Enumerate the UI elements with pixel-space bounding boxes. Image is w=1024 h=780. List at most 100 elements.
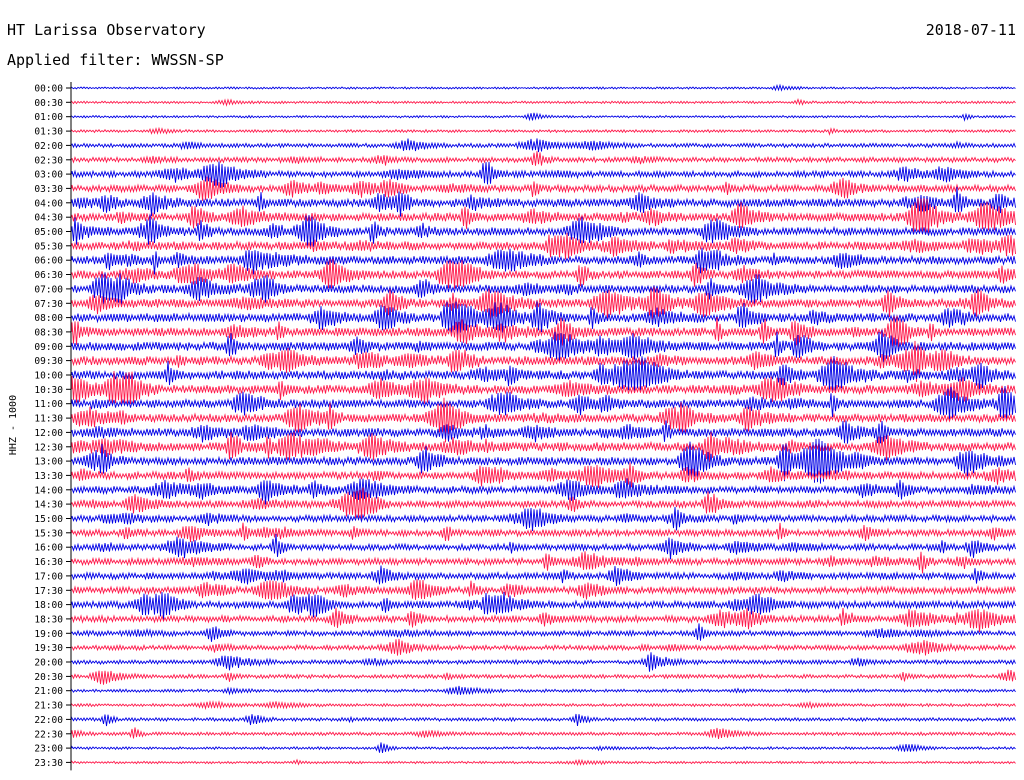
trace-0030 xyxy=(71,97,1016,107)
time-label-1230: 12:30 xyxy=(34,442,63,453)
trace-group xyxy=(71,83,1016,766)
time-label-2300: 23:00 xyxy=(34,744,63,755)
time-label-group: 00:00 00:30 01:00 01:30 02:00 02:30 03:00 03:30… xyxy=(34,84,63,769)
trace-0900 xyxy=(71,329,1016,363)
trace-1330 xyxy=(71,462,1016,488)
time-label-1300: 13:00 xyxy=(34,457,63,468)
time-label-0600: 06:00 xyxy=(34,256,63,267)
time-label-0030: 00:30 xyxy=(34,98,63,109)
time-label-0700: 07:00 xyxy=(34,284,63,295)
time-label-1100: 11:00 xyxy=(34,399,63,410)
time-label-2000: 20:00 xyxy=(34,658,63,669)
trace-2230 xyxy=(71,727,1016,739)
trace-0100 xyxy=(71,112,1016,122)
trace-0230 xyxy=(71,151,1016,166)
time-label-0330: 03:30 xyxy=(34,184,63,195)
time-label-0930: 09:30 xyxy=(34,356,63,367)
trace-0130 xyxy=(71,126,1016,136)
time-label-2330: 23:30 xyxy=(34,758,63,769)
trace-1000 xyxy=(71,355,1016,393)
time-label-1930: 19:30 xyxy=(34,643,63,654)
time-label-0130: 01:30 xyxy=(34,127,63,138)
trace-0730 xyxy=(71,286,1016,320)
time-label-0400: 04:00 xyxy=(34,198,63,209)
trace-0300 xyxy=(71,161,1016,188)
trace-1200 xyxy=(71,420,1016,444)
trace-1900 xyxy=(71,623,1016,642)
trace-1430 xyxy=(71,487,1016,520)
tick-group xyxy=(66,87,71,763)
trace-0630 xyxy=(71,258,1016,289)
time-label-0430: 04:30 xyxy=(34,213,63,224)
time-label-2130: 21:30 xyxy=(34,701,63,712)
trace-1530 xyxy=(71,522,1016,543)
trace-2000 xyxy=(71,652,1016,672)
trace-2200 xyxy=(71,713,1016,727)
time-label-1630: 16:30 xyxy=(34,557,63,568)
time-label-1600: 16:00 xyxy=(34,543,63,554)
trace-0530 xyxy=(71,232,1016,260)
time-label-1400: 14:00 xyxy=(34,485,63,496)
time-label-1030: 10:30 xyxy=(34,385,63,396)
time-label-2100: 21:00 xyxy=(34,686,63,697)
time-label-0300: 03:00 xyxy=(34,170,63,181)
trace-1630 xyxy=(71,551,1016,574)
time-label-0230: 02:30 xyxy=(34,155,63,166)
trace-0500 xyxy=(71,214,1016,248)
filter-label: Applied filter: WWSSN-SP xyxy=(7,51,224,69)
trace-1730 xyxy=(71,579,1016,601)
time-label-0730: 07:30 xyxy=(34,299,63,310)
trace-0200 xyxy=(71,138,1016,153)
time-label-1730: 17:30 xyxy=(34,586,63,597)
trace-1100 xyxy=(71,385,1016,420)
trace-2030 xyxy=(71,669,1016,685)
trace-0930 xyxy=(71,340,1016,383)
trace-2300 xyxy=(71,742,1016,753)
time-label-0900: 09:00 xyxy=(34,342,63,353)
trace-1600 xyxy=(71,533,1016,560)
trace-2130 xyxy=(71,700,1016,711)
time-label-1000: 10:00 xyxy=(34,371,63,382)
time-label-1130: 11:30 xyxy=(34,414,63,425)
trace-2100 xyxy=(71,685,1016,696)
trace-1230 xyxy=(71,431,1016,463)
time-label-2230: 22:30 xyxy=(34,729,63,740)
time-label-1700: 17:00 xyxy=(34,571,63,582)
time-label-0630: 06:30 xyxy=(34,270,63,281)
time-label-2200: 22:00 xyxy=(34,715,63,726)
time-label-0800: 08:00 xyxy=(34,313,63,324)
time-label-1500: 15:00 xyxy=(34,514,63,525)
time-label-0500: 05:00 xyxy=(34,227,63,238)
trace-0330 xyxy=(71,176,1016,201)
time-label-1330: 13:30 xyxy=(34,471,63,482)
trace-0800 xyxy=(71,301,1016,336)
trace-1030 xyxy=(71,371,1016,405)
time-label-0530: 05:30 xyxy=(34,241,63,252)
trace-1700 xyxy=(71,565,1016,586)
trace-1930 xyxy=(71,638,1016,656)
station-title: HT Larissa Observatory xyxy=(7,21,206,39)
trace-0430 xyxy=(71,197,1016,235)
trace-2330 xyxy=(71,758,1016,766)
time-label-1200: 12:00 xyxy=(34,428,63,439)
trace-1130 xyxy=(71,397,1016,443)
trace-1800 xyxy=(71,591,1016,621)
trace-0830 xyxy=(71,315,1016,348)
trace-1500 xyxy=(71,506,1016,532)
time-label-0000: 00:00 xyxy=(34,84,63,95)
time-label-1830: 18:30 xyxy=(34,614,63,625)
trace-0000 xyxy=(71,83,1016,92)
trace-1830 xyxy=(71,607,1016,633)
time-label-1800: 18:00 xyxy=(34,600,63,611)
trace-0600 xyxy=(71,247,1016,275)
time-label-1900: 19:00 xyxy=(34,629,63,640)
trace-0400 xyxy=(71,186,1016,217)
trace-1400 xyxy=(71,478,1016,505)
trace-0700 xyxy=(71,272,1016,306)
time-label-1530: 15:30 xyxy=(34,528,63,539)
time-label-0830: 08:30 xyxy=(34,327,63,338)
time-label-0200: 02:00 xyxy=(34,141,63,152)
trace-1300 xyxy=(71,438,1016,484)
time-label-0100: 01:00 xyxy=(34,112,63,123)
